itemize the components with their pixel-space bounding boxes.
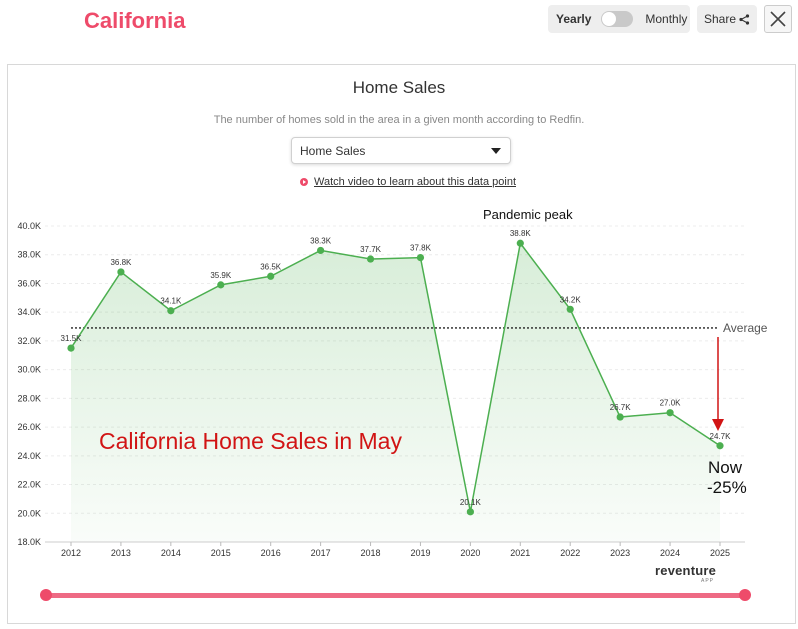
x-tick-label: 2021 bbox=[510, 548, 530, 558]
data-label: 20.1K bbox=[460, 498, 482, 507]
x-tick-label: 2016 bbox=[261, 548, 281, 558]
area-fill bbox=[71, 243, 720, 542]
x-tick-label: 2020 bbox=[460, 548, 480, 558]
x-tick-label: 2024 bbox=[660, 548, 680, 558]
data-label: 31.5K bbox=[61, 334, 83, 343]
data-point bbox=[666, 409, 674, 417]
data-label: 35.9K bbox=[210, 271, 232, 280]
series-line bbox=[70, 241, 721, 512]
data-label: 38.3K bbox=[310, 236, 332, 245]
toggle-switch[interactable] bbox=[601, 11, 634, 27]
data-point bbox=[466, 508, 474, 516]
chart-panel bbox=[7, 64, 796, 624]
page-title: California bbox=[84, 8, 186, 33]
y-tick-label: 38.0K bbox=[17, 250, 41, 260]
now-annotation-line2: -25% bbox=[707, 478, 747, 497]
toggle-knob bbox=[602, 12, 617, 26]
data-point bbox=[217, 281, 225, 289]
data-point bbox=[67, 344, 75, 352]
video-link[interactable]: Watch video to learn about this data poi… bbox=[300, 176, 516, 188]
share-button-label: Share bbox=[703, 12, 737, 26]
y-tick-label: 20.0K bbox=[17, 508, 41, 518]
toggle-monthly-label[interactable]: Monthly bbox=[645, 12, 688, 26]
x-tick-label: 2022 bbox=[560, 548, 580, 558]
data-point bbox=[167, 307, 175, 315]
x-tick-label: 2015 bbox=[211, 548, 231, 558]
data-point bbox=[616, 413, 624, 421]
data-label: 26.7K bbox=[610, 403, 632, 412]
brand-logo: reventure bbox=[655, 563, 717, 578]
data-label: 38.8K bbox=[510, 229, 532, 238]
toggle-yearly-label[interactable]: Yearly bbox=[556, 12, 592, 26]
y-tick-label: 28.0K bbox=[17, 393, 41, 403]
pandemic-peak-annotation: Pandemic peak bbox=[483, 207, 573, 222]
y-tick-label: 40.0K bbox=[17, 221, 41, 231]
x-tick-label: 2018 bbox=[361, 548, 381, 558]
y-tick-label: 22.0K bbox=[17, 480, 41, 490]
now-annotation: Now -25% bbox=[707, 458, 747, 498]
data-label: 34.2K bbox=[560, 295, 582, 304]
brand-logo-sub: APP bbox=[701, 578, 715, 584]
data-point bbox=[317, 246, 325, 255]
y-tick-label: 18.0K bbox=[17, 537, 41, 547]
data-point bbox=[566, 305, 574, 313]
overlay-title: California Home Sales in May bbox=[99, 428, 402, 454]
data-label: 34.1K bbox=[160, 297, 182, 306]
data-label: 36.5K bbox=[260, 262, 282, 271]
data-label: 37.7K bbox=[360, 245, 382, 254]
x-tick-label: 2023 bbox=[610, 548, 630, 558]
x-tick-label: 2013 bbox=[111, 548, 131, 558]
data-point bbox=[516, 239, 524, 247]
x-tick-label: 2012 bbox=[61, 548, 81, 558]
frequency-toggle[interactable]: Yearly Monthly bbox=[548, 5, 690, 33]
metric-dropdown[interactable]: Home Sales bbox=[291, 137, 511, 164]
y-tick-label: 30.0K bbox=[17, 365, 41, 375]
data-label: 36.8K bbox=[110, 258, 132, 267]
data-point bbox=[416, 254, 425, 262]
data-point bbox=[716, 442, 724, 450]
y-tick-label: 24.0K bbox=[17, 451, 41, 461]
play-icon bbox=[300, 178, 308, 186]
range-slider-end-handle[interactable] bbox=[739, 589, 751, 601]
chart-subtitle: The number of homes sold in the area in … bbox=[213, 114, 585, 126]
metric-dropdown-value: Home Sales bbox=[300, 143, 366, 158]
chart-title: Home Sales bbox=[352, 78, 446, 97]
y-tick-label: 34.0K bbox=[17, 307, 41, 317]
close-icon bbox=[770, 11, 786, 27]
y-tick-label: 36.0K bbox=[17, 278, 41, 288]
data-label: 37.8K bbox=[410, 244, 432, 253]
close-button[interactable] bbox=[764, 5, 792, 33]
share-icon bbox=[739, 13, 750, 25]
y-tick-label: 26.0K bbox=[17, 422, 41, 432]
data-point bbox=[366, 255, 375, 263]
x-tick-label: 2017 bbox=[311, 548, 331, 558]
data-point bbox=[117, 268, 125, 276]
range-slider-track[interactable] bbox=[46, 593, 745, 598]
average-label: Average bbox=[723, 321, 768, 335]
y-tick-label: 32.0K bbox=[17, 336, 41, 346]
video-link-label: Watch video to learn about this data poi… bbox=[314, 176, 516, 188]
x-tick-label: 2014 bbox=[161, 548, 181, 558]
data-label: 24.7K bbox=[710, 432, 732, 441]
range-slider-start-handle[interactable] bbox=[40, 589, 52, 601]
x-tick-label: 2025 bbox=[710, 548, 730, 558]
data-label: 27.0K bbox=[660, 399, 682, 408]
share-button[interactable]: Share bbox=[697, 5, 757, 33]
caret-down-icon bbox=[491, 148, 501, 154]
data-point bbox=[267, 272, 275, 280]
now-annotation-line1: Now bbox=[708, 458, 743, 477]
x-tick-label: 2019 bbox=[410, 548, 430, 558]
